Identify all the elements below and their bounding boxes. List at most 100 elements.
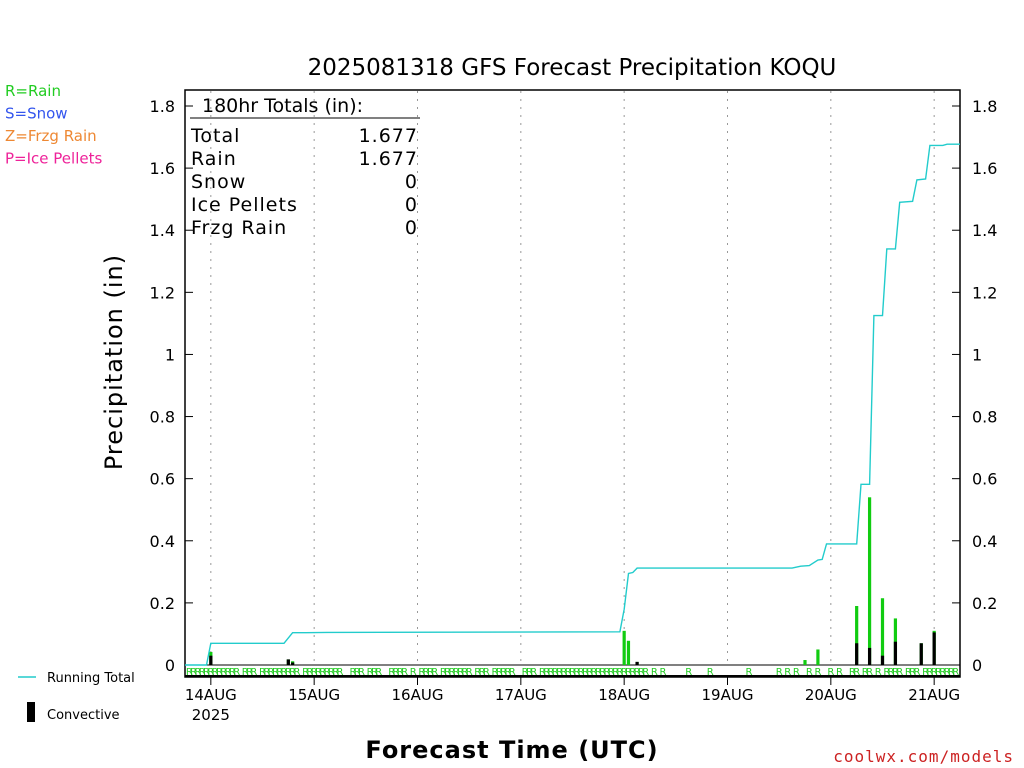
convective-bar [855,643,859,665]
precip-type-marker: R [250,667,257,678]
precip-type-marker: R [281,667,288,678]
y-tick-label-left: 1.2 [150,283,175,302]
rain-bar [880,598,885,665]
precip-type-marker: R [931,667,938,678]
precip-type-marker: R [268,667,275,678]
precip-type-marker: R [776,667,783,678]
precip-type-marker: R [203,667,210,678]
precip-type-marker: R [616,667,623,678]
precip-type-marker: R [612,667,619,678]
precip-type-marker: R [888,667,895,678]
precip-type-marker: R [509,667,516,678]
precip-type-marker: R [427,667,434,678]
y-tick-label-right: 1.8 [972,97,997,116]
precip-type-marker: R [216,667,223,678]
y-tick-label-right: 1.2 [972,283,997,302]
precip-type-marker: R [952,667,959,678]
precip-type-marker: R [500,667,507,678]
baseline-band [185,664,960,677]
precip-type-legend-item: Z=Frzg Rain [5,127,97,145]
totals-row-value: 0 [405,171,418,193]
precip-type-marker: R [944,667,951,678]
watermark: coolwx.com/models [833,747,1014,766]
precip-type-marker: R [707,667,714,678]
precip-type-marker: R [190,667,197,678]
x-tick-label: 14AUG [185,686,237,704]
x-tick-label: 21AUG [908,686,960,704]
totals-row-label: Snow [191,171,246,193]
chart-title: 2025081318 GFS Forecast Precipitation KO… [308,55,837,81]
precip-type-marker: R [199,667,206,678]
convective-bar [919,643,923,665]
precip-type-legend: R=Rain S=Snow Z=Frzg Rain P=Ice Pellets [5,82,102,168]
precip-type-marker: R [853,667,860,678]
precip-type-marker: R [246,667,253,678]
x-tick-label: 15AUG [288,686,340,704]
y-tick-label-left: 0.6 [150,470,175,489]
precip-type-marker: R [595,667,602,678]
precip-type-marker: R [543,667,550,678]
totals-row-value: 1.677 [359,148,418,170]
y-tick-label-left: 0.4 [150,532,175,551]
convective-legend-swatch [27,702,35,722]
precip-type-marker: R [638,667,645,678]
y-tick-label-right: 0.8 [972,408,997,427]
precip-type-marker: R [659,667,666,678]
running-total-legend-label: Running Total [47,671,135,686]
precip-type-marker: R [311,667,318,678]
precip-type-marker: R [556,667,563,678]
precip-type-marker: R [582,667,589,678]
totals-row-label: Frzg Rain [191,217,287,239]
precip-type-marker: R [371,667,378,678]
precip-type-marker: R [285,667,292,678]
precip-type-marker: R [827,667,834,678]
precip-type-marker: R [504,667,511,678]
precip-type-marker: R [569,667,576,678]
y-tick-label-left: 1 [165,345,175,364]
x-axis-ticks: 14AUG 2025 15AUG 16AUG 17AUG 18AUG 19AUG 20AUG 2… [185,677,960,724]
rain-bar [816,649,820,665]
totals-row-value: 0 [405,194,418,216]
y-tick-label-right: 1 [972,345,982,364]
precip-type-marker: R [892,667,899,678]
precip-type-marker: R [324,667,331,678]
precip-type-marker: R [586,667,593,678]
precip-type-marker: R [621,667,628,678]
x-tick-label: 18AUG [598,686,650,704]
precip-type-marker: R [651,667,658,678]
precip-type-marker: R [410,667,417,678]
precip-type-marker: R [909,667,916,678]
precip-type-marker: R [418,667,425,678]
totals-row-label: Total [190,125,240,147]
precip-type-marker: R [591,667,598,678]
precip-type-marker: R [354,667,361,678]
totals-header: 180hr Totals (in): [202,95,363,117]
y-tick-label-right: 1.6 [972,159,997,178]
precip-type-marker: R [926,667,933,678]
precip-type-marker: R [608,667,615,678]
y-tick-label-right: 0.6 [972,470,997,489]
precip-type-marker: R [526,667,533,678]
precip-type-legend-item: P=Ice Pellets [5,150,102,168]
x-axis-label: Forecast Time (UTC) [365,736,658,764]
precip-type-marker: R [207,667,214,678]
precip-type-marker: R [875,667,882,678]
totals-rows: Total 1.677 Rain 1.677 Snow 0 Ice Pellets 0 Frzg… [190,125,418,239]
precip-type-marker: R [922,667,929,678]
precip-type-marker: R [448,667,455,678]
precip-type-marker: R [905,667,912,678]
precip-type-legend-item: S=Snow [5,105,68,123]
precip-type-marker: R [233,667,240,678]
precip-type-marker: R [229,667,236,678]
y-tick-label-left: 0.2 [150,594,175,613]
precip-type-marker: R [306,667,313,678]
day-gridlines [210,91,935,663]
convective-legend-label: Convective [47,708,120,723]
precip-type-marker: R [849,667,856,678]
precip-type-marker: R [522,667,529,678]
convective-bar [286,659,290,665]
precip-type-marker: R [242,667,249,678]
precip-type-marker: R [461,667,468,678]
y-tick-label-left: 0 [165,656,175,675]
precip-type-marker: R [483,667,490,678]
